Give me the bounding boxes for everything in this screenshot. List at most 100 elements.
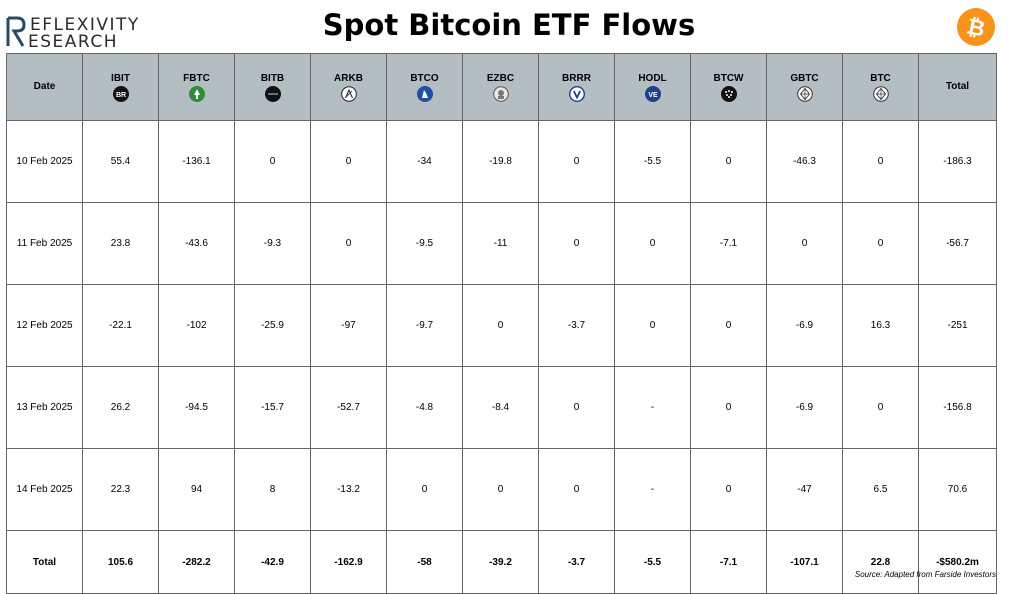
- column-label-fbtc: FBTC: [183, 72, 210, 84]
- total-cell: -58: [386, 530, 463, 594]
- column-label-brrr: BRRR: [562, 72, 591, 84]
- flow-cell: -46.3: [766, 120, 843, 203]
- grayscale-mini-icon: [872, 85, 889, 102]
- flow-cell: 0: [462, 448, 539, 531]
- flow-cell: -13.2: [310, 448, 387, 531]
- table-row: 11 Feb 2025 23.8 -43.6 -9.3 0 -9.5 -11 0 0 -7.1 0 0…: [6, 202, 997, 285]
- flow-cell: -6.9: [766, 284, 843, 367]
- flow-cell: 0: [842, 202, 919, 285]
- flow-cell: 0: [842, 120, 919, 203]
- flow-cell: -102: [158, 284, 235, 367]
- column-label-btc: BTC: [870, 72, 891, 84]
- column-header-btco: BTCO: [386, 53, 463, 121]
- total-cell: -5.5: [614, 530, 691, 594]
- flow-cell: 0: [538, 448, 615, 531]
- flow-cell: -52.7: [310, 366, 387, 449]
- flow-cell: -19.8: [462, 120, 539, 203]
- flow-cell: -5.5: [614, 120, 691, 203]
- flow-cell: 70.6: [918, 448, 997, 531]
- source-note: Source: Adapted from Farside Investors: [854, 570, 996, 579]
- flow-cell: 0: [234, 120, 311, 203]
- flow-cell: -136.1: [158, 120, 235, 203]
- brand-logo: EFLEXIVITY ESEARCH: [6, 14, 156, 52]
- bitwise-icon: [264, 85, 281, 102]
- wisdomtree-icon: [720, 85, 737, 102]
- brand-line-2: ESEARCH: [28, 32, 119, 52]
- column-label-total: Total: [945, 80, 970, 92]
- flow-cell: 0: [538, 120, 615, 203]
- flow-cell: 0: [690, 284, 767, 367]
- column-label-date: Date: [33, 80, 56, 92]
- column-label-bitb: BITB: [260, 72, 285, 84]
- table-header-row: Date IBIT BR FBTC BITB ARKB BTCO EZBC BRRR HODL VE…: [6, 53, 997, 121]
- total-cell: 22.8: [842, 530, 919, 594]
- column-header-gbtc: GBTC: [766, 53, 843, 121]
- flow-cell: -4.8: [386, 366, 463, 449]
- total-label-cell: Total: [6, 530, 83, 594]
- date-cell: 10 Feb 2025: [6, 120, 83, 203]
- column-header-brrr: BRRR: [538, 53, 615, 121]
- flow-cell: 23.8: [82, 202, 159, 285]
- column-label-arkb: ARKB: [334, 72, 363, 84]
- flow-cell: -9.5: [386, 202, 463, 285]
- flow-cell: 0: [538, 366, 615, 449]
- flow-cell: -: [614, 448, 691, 531]
- vaneck-icon: VE: [644, 85, 661, 102]
- flow-cell: -25.9: [234, 284, 311, 367]
- column-header-btcw: BTCW: [690, 53, 767, 121]
- flow-cell: -9.7: [386, 284, 463, 367]
- bitcoin-icon: ₿: [957, 8, 995, 46]
- column-label-gbtc: GBTC: [790, 72, 819, 84]
- flow-cell: -251: [918, 284, 997, 367]
- column-header-hodl: HODL VE: [614, 53, 691, 121]
- grayscale-icon: [796, 85, 813, 102]
- flow-cell: 0: [842, 366, 919, 449]
- ark-icon: [340, 85, 357, 102]
- fidelity-icon: [188, 85, 205, 102]
- date-cell: 14 Feb 2025: [6, 448, 83, 531]
- flow-cell: 0: [386, 448, 463, 531]
- flow-cell: 0: [690, 448, 767, 531]
- flow-cell: 0: [690, 120, 767, 203]
- date-cell: 12 Feb 2025: [6, 284, 83, 367]
- flow-cell: -11: [462, 202, 539, 285]
- total-cell: 105.6: [82, 530, 159, 594]
- total-cell: -3.7: [538, 530, 615, 594]
- table-row: 10 Feb 2025 55.4 -136.1 0 0 -34 -19.8 0 -5.5 0 -46…: [6, 120, 997, 203]
- column-header-ibit: IBIT BR: [82, 53, 159, 121]
- flow-cell: 94: [158, 448, 235, 531]
- flow-cell: -9.3: [234, 202, 311, 285]
- column-label-ezbc: EZBC: [486, 72, 515, 84]
- etf-flows-table: Date IBIT BR FBTC BITB ARKB BTCO EZBC BRRR HODL VE…: [6, 53, 997, 594]
- flow-cell: -8.4: [462, 366, 539, 449]
- flow-cell: 0: [310, 120, 387, 203]
- column-label-btco: BTCO: [410, 72, 439, 84]
- flow-cell: 0: [538, 202, 615, 285]
- column-header-ezbc: EZBC: [462, 53, 539, 121]
- total-cell: -42.9: [234, 530, 311, 594]
- flow-cell: -3.7: [538, 284, 615, 367]
- date-cell: 13 Feb 2025: [6, 366, 83, 449]
- table-row: 12 Feb 2025 -22.1 -102 -25.9 -97 -9.7 0 -3.7 0 0-…: [6, 284, 997, 367]
- flow-cell: -186.3: [918, 120, 997, 203]
- flow-cell: 6.5: [842, 448, 919, 531]
- table-row: 13 Feb 2025 26.2 -94.5 -15.7 -52.7 -4.8 -8.4 0-…: [6, 366, 997, 449]
- svg-text:BR: BR: [115, 92, 125, 99]
- flow-cell: 0: [462, 284, 539, 367]
- flow-cell: -7.1: [690, 202, 767, 285]
- total-cell: -107.1: [766, 530, 843, 594]
- column-header-arkb: ARKB: [310, 53, 387, 121]
- column-header-fbtc: FBTC: [158, 53, 235, 121]
- page-title: Spot Bitcoin ETF Flows: [322, 8, 696, 42]
- total-cell: -162.9: [310, 530, 387, 594]
- br-icon: BR: [112, 85, 129, 102]
- flow-cell: -156.8: [918, 366, 997, 449]
- column-header-btc: BTC: [842, 53, 919, 121]
- flow-cell: -22.1: [82, 284, 159, 367]
- total-cell: -$580.2m: [918, 530, 997, 594]
- franklin-icon: [492, 85, 509, 102]
- flow-cell: -15.7: [234, 366, 311, 449]
- flow-cell: -6.9: [766, 366, 843, 449]
- total-row: Total 105.6 -282.2 -42.9 -162.9 -58 -39.2 -3.7-…: [6, 530, 997, 594]
- svg-text:VE: VE: [648, 91, 658, 98]
